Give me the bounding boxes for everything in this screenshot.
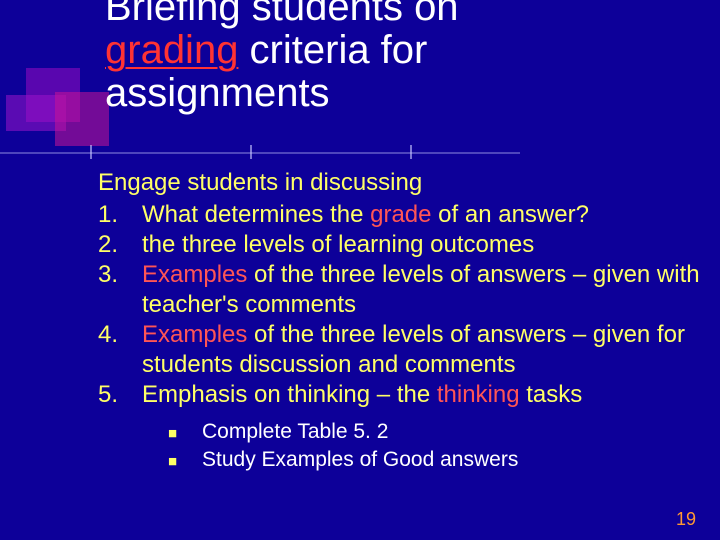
bullet-text: Complete Table 5. 2: [202, 418, 388, 446]
title-keyword: grading: [105, 28, 238, 72]
page-number: 19: [676, 509, 696, 530]
list-item: 1. What determines the grade of an answe…: [98, 200, 700, 230]
numbered-list: 1. What determines the grade of an answe…: [98, 200, 700, 410]
item-text: What determines the grade of an answer?: [142, 200, 700, 230]
slide-title: Briefing students on grading criteria fo…: [105, 0, 720, 116]
item-number: 2.: [98, 230, 142, 260]
item-text: Examples of the three levels of answers …: [142, 320, 700, 380]
decor-tick: [90, 145, 92, 159]
item-text: Emphasis on thinking – the thinking task…: [142, 380, 700, 410]
bullet-item: ■ Complete Table 5. 2: [168, 418, 700, 446]
bullet-icon: ■: [168, 424, 202, 444]
title-line2-rest: criteria for: [238, 28, 427, 72]
decor-line: [0, 152, 520, 154]
list-item: 2. the three levels of learning outcomes: [98, 230, 700, 260]
title-line1: Briefing students on: [105, 0, 459, 29]
decor-tick: [250, 145, 252, 159]
list-item: 3. Examples of the three levels of answe…: [98, 260, 700, 320]
body-content: Engage students in discussing 1. What de…: [98, 168, 700, 475]
sub-bullets: ■ Complete Table 5. 2 ■ Study Examples o…: [98, 418, 700, 475]
list-item: 5. Emphasis on thinking – the thinking t…: [98, 380, 700, 410]
intro-text: Engage students in discussing: [98, 168, 700, 198]
bullet-item: ■ Study Examples of Good answers: [168, 446, 700, 474]
item-number: 3.: [98, 260, 142, 290]
item-number: 1.: [98, 200, 142, 230]
bullet-icon: ■: [168, 452, 202, 472]
item-text: Examples of the three levels of answers …: [142, 260, 700, 320]
item-number: 5.: [98, 380, 142, 410]
list-item: 4. Examples of the three levels of answe…: [98, 320, 700, 380]
decor-tick: [410, 145, 412, 159]
title-line3: assignments: [105, 71, 330, 115]
bullet-text: Study Examples of Good answers: [202, 446, 518, 474]
item-text: the three levels of learning outcomes: [142, 230, 700, 260]
title-area: Briefing students on grading criteria fo…: [0, 0, 720, 130]
item-number: 4.: [98, 320, 142, 350]
